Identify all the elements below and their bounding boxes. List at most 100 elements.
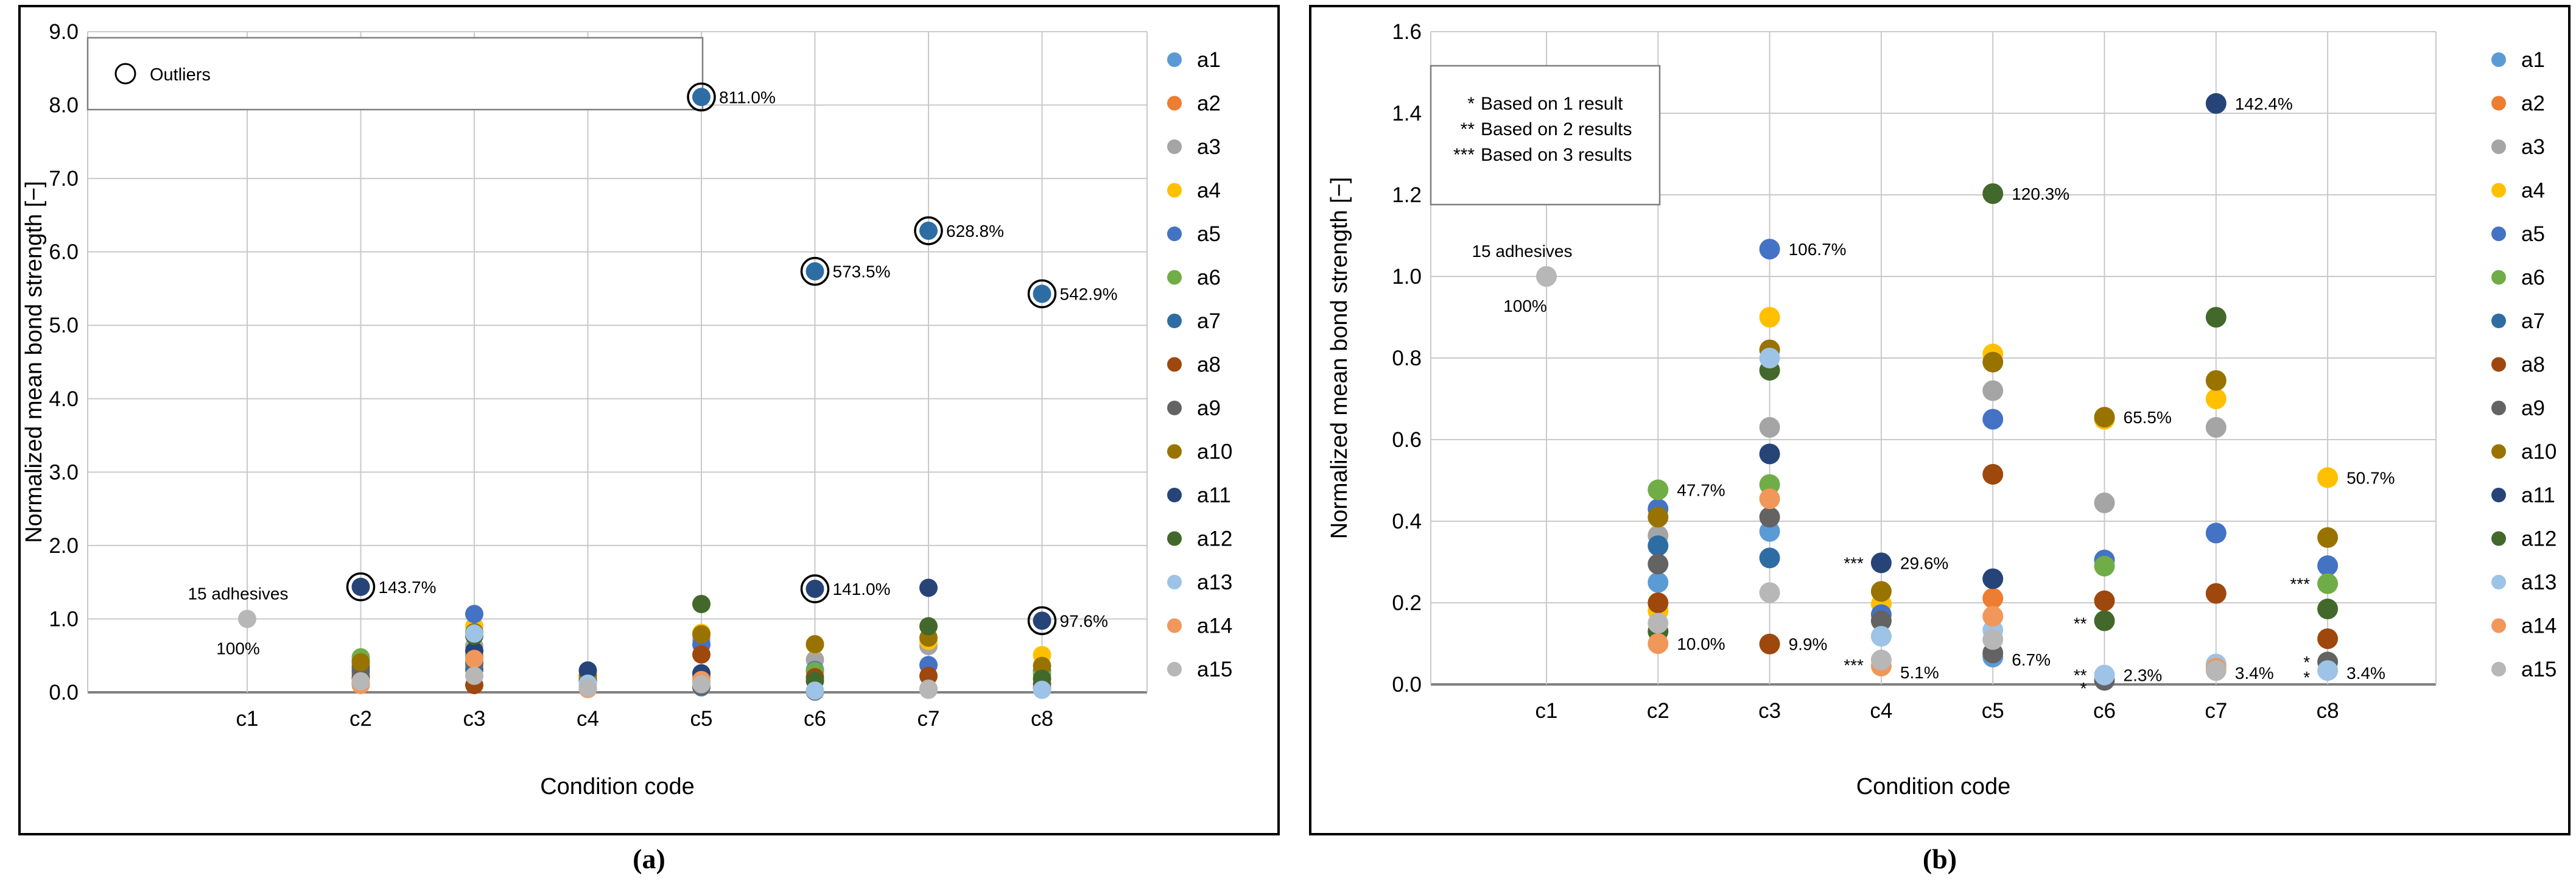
chart-panel-a: 0.0 1.0 2.0 3.0 4.0 5.0 6.0 7.0 8.0 9.0 c1 c2 c3 c4 c5… — [18, 5, 1280, 835]
y-tick-label: 1.6 — [1392, 20, 1422, 44]
point-a15-c7 — [2205, 660, 2227, 681]
x-tick-label: c6 — [2093, 699, 2116, 723]
point-a5-c3 — [1759, 239, 1780, 260]
data-label: ** — [2074, 614, 2087, 633]
point-a12-c7 — [2205, 307, 2227, 328]
y-tick-label: 5.0 — [49, 314, 79, 337]
legend-marker-a8 — [1167, 357, 1182, 372]
point-a8-c3 — [1759, 633, 1780, 655]
data-label: 29.6% — [1900, 553, 1948, 572]
x-tick-label: c5 — [1982, 699, 2004, 723]
legend-label-a1: a1 — [2521, 48, 2545, 72]
legend-marker-a13 — [1167, 575, 1182, 589]
legend-marker-a13 — [2491, 575, 2506, 589]
legend-marker-a9 — [1167, 401, 1182, 415]
x-tick-label: c4 — [577, 707, 599, 731]
gridlines — [1430, 31, 2437, 686]
point-a8-c7 — [2205, 583, 2227, 604]
point-a8-c7 — [919, 667, 938, 686]
outlier-point-a7-c5 — [692, 88, 711, 107]
legend-marker-a15 — [2491, 662, 2506, 676]
point-a6-c8 — [2317, 573, 2339, 594]
x-tick-label: c8 — [2317, 699, 2339, 723]
y-tick-label: 4.0 — [49, 387, 79, 411]
legend-label-a9: a9 — [1197, 396, 1221, 420]
data-label: 65.5% — [2124, 408, 2172, 427]
point-a15-c4 — [578, 678, 597, 697]
outlier-ring-a7-c8 — [1027, 279, 1057, 309]
point-a11-c3 — [1759, 443, 1780, 465]
data-label: 3.4% — [2346, 664, 2385, 683]
data-label: 15 adhesives — [188, 584, 288, 603]
point-a4-c3 — [1759, 307, 1780, 328]
y-tick-label: 0.2 — [1392, 591, 1422, 615]
point-a3-c5 — [1982, 380, 2004, 401]
legend-label-a13: a13 — [2521, 571, 2557, 594]
x-tick-label: c1 — [236, 707, 259, 731]
data-label: 9.9% — [1789, 635, 1828, 654]
series-legend: a1 a2 a3 a4 a5 a6 a7 a8 a9 a10 a11 a12 a13 a14 a15 — [1167, 48, 1232, 681]
legend-label-a11: a11 — [1197, 483, 1231, 507]
x-tick-label: c6 — [804, 707, 826, 731]
x-tick-label: c2 — [1647, 699, 1669, 723]
point-a5-c7 — [2205, 522, 2227, 544]
legend-marker-a10 — [1167, 444, 1182, 459]
data-label: 573.5% — [833, 262, 891, 281]
outlier-point-a7-c8 — [1033, 284, 1051, 303]
point-a6-c6 — [2094, 555, 2115, 577]
legend-marker-a4 — [2491, 183, 2506, 198]
point-a10-c5 — [692, 625, 711, 644]
point-a13-c3 — [1759, 348, 1780, 368]
legend-marker-a3 — [1167, 139, 1182, 154]
outlier-point-a7-c6 — [805, 262, 824, 281]
point-a12-c7 — [919, 617, 938, 636]
note-text: Based on 3 results — [1481, 145, 1632, 165]
legend-marker-a7 — [2491, 314, 2506, 328]
point-a5-c8 — [2317, 555, 2339, 577]
point-a8-c5 — [692, 645, 711, 664]
point-a12-c5 — [1982, 183, 2004, 204]
point-a13-c3 — [465, 624, 483, 643]
legend-marker-a8 — [2491, 357, 2506, 372]
point-a13-c6 — [2094, 664, 2115, 686]
legend-marker-a3 — [2491, 139, 2506, 154]
legend-marker-a12 — [2491, 531, 2506, 546]
point-a4-c8 — [2317, 467, 2339, 488]
x-tick-label: c1 — [1535, 699, 1558, 723]
y-tick-label: 6.0 — [49, 241, 79, 264]
point-a10-c4 — [1870, 581, 1892, 602]
y-axis-label: Normalized mean bond strength [−] — [1327, 177, 1352, 539]
point-a13-c4 — [1870, 625, 1892, 647]
note-mark: ** — [1461, 119, 1475, 139]
point-a10-c6 — [2094, 407, 2115, 428]
point-a11-c7 — [2205, 93, 2227, 114]
point-a10-c7 — [2205, 370, 2227, 391]
point-a6-c3 — [1759, 474, 1780, 495]
outlier-ring-icon — [114, 63, 136, 85]
point-a15-c1 — [1536, 266, 1557, 287]
legend-marker-a10 — [2491, 444, 2506, 459]
point-a13-c6 — [805, 681, 824, 700]
point-a15-c2 — [1648, 613, 1669, 634]
notes-box: * Based on 1 result ** Based on 2 results **… — [1430, 65, 1661, 206]
point-a13-c8 — [1033, 680, 1051, 699]
legend-label-a14: a14 — [2521, 614, 2557, 638]
y-tick-label: 3.0 — [49, 460, 79, 484]
x-tick-label: c4 — [1870, 699, 1892, 723]
legend-marker-a11 — [2491, 488, 2506, 502]
data-label: *** — [2290, 575, 2310, 594]
data-label: 100% — [1503, 297, 1547, 315]
legend-marker-a5 — [2491, 227, 2506, 241]
scatter-chart-a: 0.0 1.0 2.0 3.0 4.0 5.0 6.0 7.0 8.0 9.0 c1 c2 c3 c4 c5… — [21, 20, 1232, 799]
data-label: 143.7% — [379, 578, 437, 597]
point-a4-c7 — [2205, 388, 2227, 409]
point-a7-c3 — [1759, 547, 1780, 569]
data-points — [1536, 93, 2339, 691]
point-a10-c8 — [2317, 527, 2339, 548]
point-a10-c8 — [1033, 656, 1051, 675]
data-label: ** — [2074, 666, 2087, 685]
y-tick-label: 1.0 — [1392, 265, 1422, 289]
point-a14-c3 — [465, 650, 483, 669]
chart-panel-b: 0.0 0.2 0.4 0.6 0.8 1.0 1.2 1.4 1.6 c1 c2 c3 c4 c5 c6 c… — [1309, 5, 2571, 835]
legend-label-a14: a14 — [1197, 614, 1232, 638]
